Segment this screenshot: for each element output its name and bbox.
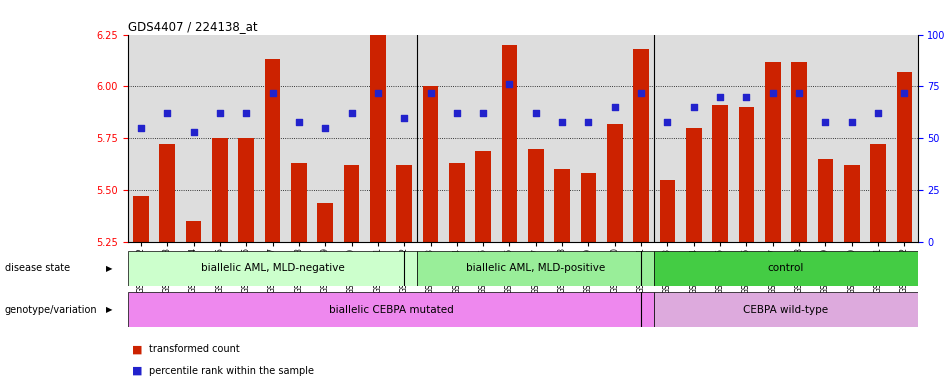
Text: ■: ■ <box>132 366 143 376</box>
Text: transformed count: transformed count <box>149 344 240 354</box>
Bar <box>238 138 254 242</box>
Bar <box>265 60 280 242</box>
Bar <box>686 128 702 242</box>
Point <box>712 94 727 100</box>
Bar <box>343 165 359 242</box>
Point <box>607 104 622 110</box>
Text: ▶: ▶ <box>106 305 113 314</box>
Bar <box>185 221 201 242</box>
Point <box>686 104 701 110</box>
Bar <box>791 61 807 242</box>
Text: control: control <box>768 263 804 273</box>
Text: ■: ■ <box>132 344 143 354</box>
Bar <box>817 159 833 242</box>
Bar <box>396 165 412 242</box>
Point <box>765 89 780 96</box>
Text: genotype/variation: genotype/variation <box>5 305 97 314</box>
Bar <box>159 144 175 242</box>
Point <box>554 119 569 125</box>
Point <box>238 110 254 116</box>
Text: percentile rank within the sample: percentile rank within the sample <box>149 366 314 376</box>
Bar <box>423 86 438 242</box>
Bar <box>528 149 544 242</box>
Point <box>792 89 807 96</box>
Bar <box>581 174 596 242</box>
Bar <box>765 61 780 242</box>
Bar <box>449 163 464 242</box>
Point <box>423 89 438 96</box>
Point <box>370 89 385 96</box>
Point <box>818 119 833 125</box>
Bar <box>607 124 622 242</box>
Text: CEBPA wild-type: CEBPA wild-type <box>744 305 829 314</box>
Bar <box>291 163 307 242</box>
Point <box>449 110 464 116</box>
Point <box>476 110 491 116</box>
Point <box>739 94 754 100</box>
Bar <box>844 165 860 242</box>
Point <box>870 110 885 116</box>
Text: GDS4407 / 224138_at: GDS4407 / 224138_at <box>128 20 257 33</box>
Point <box>528 110 543 116</box>
Point <box>133 125 149 131</box>
Point <box>291 119 307 125</box>
Bar <box>133 196 149 242</box>
Bar <box>554 169 570 242</box>
Bar <box>417 251 655 286</box>
Bar <box>475 151 491 242</box>
Text: biallelic AML, MLD-negative: biallelic AML, MLD-negative <box>201 263 344 273</box>
Bar <box>659 180 675 242</box>
Point <box>844 119 859 125</box>
Bar <box>633 49 649 242</box>
Text: biallelic AML, MLD-positive: biallelic AML, MLD-positive <box>466 263 605 273</box>
Bar <box>128 292 655 327</box>
Bar <box>370 30 386 242</box>
Bar <box>870 144 886 242</box>
Text: ▶: ▶ <box>106 264 113 273</box>
Bar <box>712 105 728 242</box>
Text: disease state: disease state <box>5 263 70 273</box>
Point <box>212 110 227 116</box>
Bar <box>317 202 333 242</box>
Point <box>186 129 201 135</box>
Bar <box>128 251 417 286</box>
Point <box>660 119 675 125</box>
Text: biallelic CEBPA mutated: biallelic CEBPA mutated <box>328 305 453 314</box>
Bar <box>212 138 228 242</box>
Bar <box>655 292 918 327</box>
Point <box>396 114 412 121</box>
Point <box>634 89 649 96</box>
Bar <box>501 45 517 242</box>
Bar <box>655 251 918 286</box>
Point <box>160 110 175 116</box>
Point <box>265 89 280 96</box>
Point <box>897 89 912 96</box>
Bar <box>897 72 912 242</box>
Point <box>344 110 359 116</box>
Point <box>502 81 517 88</box>
Point <box>318 125 333 131</box>
Bar <box>739 107 754 242</box>
Point <box>581 119 596 125</box>
